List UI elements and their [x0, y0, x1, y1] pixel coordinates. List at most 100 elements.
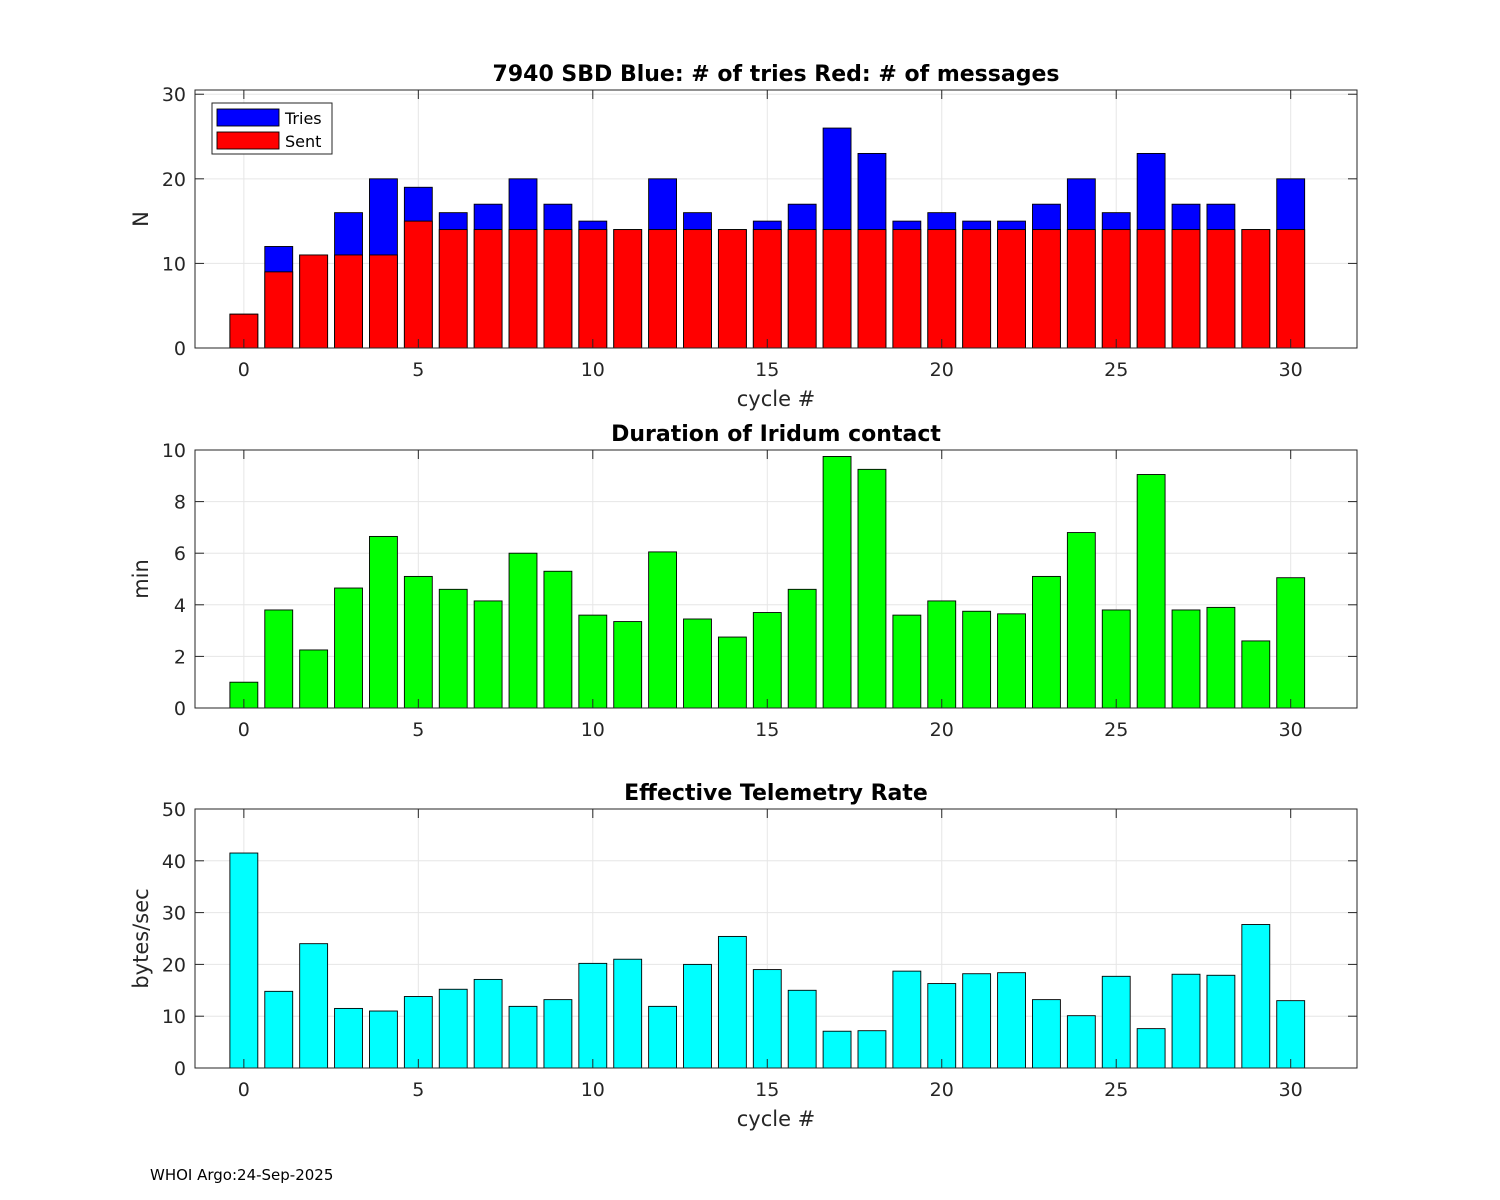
- bar-rate-cycle-20: [927, 983, 957, 1069]
- bar-sent-cycle-9: [543, 229, 573, 349]
- bar-duration-cycle-19: [892, 614, 922, 709]
- bar-duration-cycle-14: [717, 636, 747, 709]
- bar-duration-cycle-2: [299, 649, 329, 709]
- bar-rate-cycle-15: [752, 969, 782, 1069]
- y-tick-label: 0: [174, 1058, 186, 1080]
- chart-panel-3: 0 5 10 15 20 25 30 0 10 20 30 40 50 Effective Telemet…: [129, 781, 1358, 1131]
- y-axis-label: N: [129, 211, 153, 227]
- bar-duration-cycle-11: [613, 621, 643, 709]
- x-axis-label: cycle #: [737, 1107, 816, 1131]
- bar-sent-cycle-29: [1241, 229, 1271, 349]
- bar-sent-cycle-1: [264, 271, 294, 349]
- bar-duration-cycle-12: [648, 551, 677, 709]
- x-tick-label: 10: [581, 359, 605, 381]
- y-tick-label: 0: [174, 698, 186, 720]
- y-tick-label: 30: [162, 84, 186, 106]
- x-tick-label: 0: [238, 1079, 250, 1101]
- bar-rate-cycle-30: [1276, 1000, 1306, 1069]
- bar-rate-cycle-16: [787, 989, 817, 1069]
- bar-duration-cycle-1: [264, 609, 294, 709]
- bar-duration-cycle-24: [1066, 532, 1096, 709]
- y-tick-label: 40: [162, 851, 186, 873]
- x-tick-label: 15: [755, 719, 779, 741]
- x-tick-label: 20: [930, 719, 954, 741]
- chart-title: 7940 SBD Blue: # of tries Red: # of mess…: [493, 62, 1060, 87]
- bar-rate-cycle-11: [613, 958, 643, 1069]
- bar-sent-cycle-12: [648, 229, 677, 349]
- y-tick-label: 2: [174, 646, 186, 668]
- bar-duration-cycle-4: [369, 535, 398, 709]
- bar-rate-cycle-18: [857, 1030, 887, 1069]
- bar-sent-cycle-11: [613, 229, 643, 349]
- y-tick-label: 30: [162, 903, 186, 925]
- y-tick-label: 20: [162, 954, 186, 976]
- bar-sent-cycle-22: [997, 229, 1026, 349]
- bar-rate-cycle-8: [508, 1005, 538, 1069]
- bar-rate-cycle-28: [1206, 974, 1236, 1069]
- bar-rate-cycle-1: [264, 990, 294, 1069]
- x-tick-label: 0: [238, 719, 250, 741]
- bar-sent-cycle-28: [1206, 229, 1236, 349]
- bar-duration-cycle-23: [1032, 575, 1061, 709]
- axes-box: [194, 449, 1358, 709]
- bar-duration-cycle-22: [997, 613, 1026, 709]
- chart-panel-2: 0 5 10 15 20 25 30 0 2 4 6 8 10 Duration of Iridum co…: [129, 422, 1358, 741]
- bar-duration-cycle-6: [438, 588, 468, 709]
- x-tick-label: 5: [412, 1079, 424, 1101]
- bar-duration-cycle-5: [403, 575, 433, 709]
- bar-rate-cycle-17: [822, 1030, 852, 1069]
- y-tick-label: 20: [162, 169, 186, 191]
- x-tick-label: 15: [755, 1079, 779, 1101]
- bar-sent-cycle-13: [683, 229, 712, 349]
- x-tick-label: 10: [581, 1079, 605, 1101]
- x-axis-label: cycle #: [737, 387, 816, 411]
- y-tick-label: 50: [162, 799, 186, 821]
- bar-sent-cycle-27: [1171, 229, 1201, 349]
- bar-duration-cycle-17: [822, 456, 852, 709]
- bar-rate-cycle-26: [1136, 1028, 1166, 1069]
- bar-duration-cycle-26: [1136, 474, 1166, 709]
- y-tick-label: 4: [174, 595, 186, 617]
- bar-sent-cycle-15: [752, 229, 782, 349]
- y-tick-label: 10: [162, 1006, 186, 1028]
- bar-rate-cycle-23: [1032, 999, 1061, 1069]
- x-tick-label: 15: [755, 359, 779, 381]
- bar-sent-cycle-19: [892, 229, 922, 349]
- bar-rate-cycle-0: [229, 852, 259, 1069]
- bar-rate-cycle-9: [543, 999, 573, 1069]
- y-tick-label: 10: [162, 440, 186, 462]
- bar-rate-cycle-6: [438, 988, 468, 1069]
- bar-sent-cycle-25: [1101, 229, 1131, 349]
- bar-sent-cycle-17: [822, 229, 852, 349]
- x-tick-label: 5: [412, 359, 424, 381]
- bar-rate-cycle-13: [683, 963, 712, 1069]
- chart-title: Effective Telemetry Rate: [624, 781, 928, 806]
- bar-sent-cycle-18: [857, 229, 887, 349]
- legend-swatch-tries: [216, 108, 280, 127]
- bar-rate-cycle-27: [1171, 973, 1201, 1069]
- x-tick-label: 10: [581, 719, 605, 741]
- legend-label-tries: Tries: [284, 109, 322, 128]
- bar-rate-cycle-29: [1241, 924, 1271, 1069]
- bar-sent-cycle-10: [578, 229, 608, 349]
- x-tick-label: 5: [412, 719, 424, 741]
- bar-sent-cycle-8: [508, 229, 538, 349]
- bar-rate-cycle-7: [473, 978, 503, 1069]
- y-tick-label: 0: [174, 338, 186, 360]
- bar-sent-cycle-21: [962, 229, 992, 349]
- bar-rate-cycle-19: [892, 970, 922, 1069]
- bar-duration-cycle-29: [1241, 640, 1271, 709]
- bar-sent-cycle-26: [1136, 229, 1166, 349]
- bar-sent-cycle-4: [369, 254, 398, 349]
- bar-rate-cycle-10: [578, 962, 608, 1069]
- footer-date: WHOI Argo:24-Sep-2025: [150, 1166, 334, 1184]
- legend-swatch-sent: [216, 131, 280, 150]
- bar-rate-cycle-22: [997, 972, 1026, 1069]
- bar-duration-cycle-21: [962, 610, 992, 709]
- x-tick-label: 30: [1279, 359, 1303, 381]
- y-axis-label: min: [129, 559, 153, 599]
- bar-sent-cycle-7: [473, 229, 503, 349]
- bar-duration-cycle-10: [578, 614, 608, 709]
- bar-rate-cycle-2: [299, 943, 329, 1069]
